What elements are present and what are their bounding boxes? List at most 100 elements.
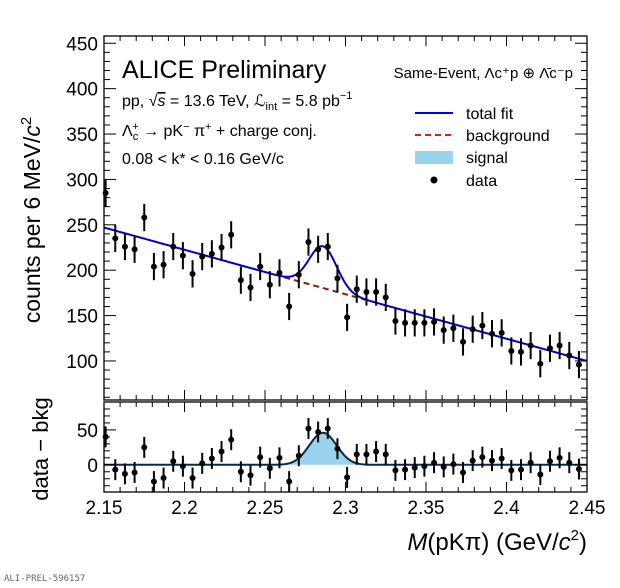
residual-point — [334, 445, 341, 452]
residual-point — [112, 466, 119, 473]
y-axis-label: counts per 6 MeV/c2 — [18, 117, 45, 324]
data-point — [537, 360, 544, 367]
residual-point — [469, 457, 476, 464]
y-tick-label: 100 — [66, 352, 98, 373]
data-point — [489, 330, 496, 337]
residual-point — [141, 444, 148, 451]
residual-point — [392, 467, 399, 474]
y-tick-label: 350 — [66, 125, 98, 146]
data-point — [353, 286, 360, 293]
residual-point — [257, 454, 264, 461]
data-point — [315, 246, 322, 253]
x-tick-label: 2.45 — [569, 498, 606, 519]
lower-y-tick-label: 0 — [87, 456, 98, 477]
residual-point — [411, 464, 418, 471]
data-point — [218, 244, 225, 251]
data-point — [170, 243, 177, 250]
y-tick-label: 450 — [66, 34, 98, 55]
data-point — [199, 253, 206, 260]
residual-point — [266, 465, 273, 472]
data-point — [247, 284, 254, 291]
data-point — [498, 329, 505, 336]
data-point — [131, 246, 138, 253]
residual-point — [247, 472, 254, 479]
data-point — [460, 338, 467, 345]
y-tick-label: 400 — [66, 80, 98, 101]
residual-point — [276, 454, 283, 461]
decay-annotation: Λc+ → pK− π+ + charge conj. — [122, 121, 317, 143]
data-point — [508, 347, 515, 354]
data-point — [556, 342, 563, 349]
data-point — [431, 318, 438, 325]
residual-point — [537, 471, 544, 478]
y-tick-label: 150 — [66, 307, 98, 328]
residual-point — [286, 478, 293, 485]
data-point — [411, 319, 418, 326]
x-tick-label: 2.3 — [332, 498, 358, 519]
residual-point — [489, 457, 496, 464]
legend-background-label: background — [466, 128, 550, 145]
x-tick-label: 2.2 — [171, 498, 197, 519]
data-point — [295, 271, 302, 278]
data-point — [402, 319, 409, 326]
y-tick-label: 300 — [66, 170, 98, 191]
legend-data-label: data — [466, 173, 497, 190]
data-point — [141, 214, 148, 221]
alice-preliminary-title: ALICE Preliminary — [122, 56, 327, 84]
data-point — [286, 303, 293, 310]
data-point — [450, 325, 457, 332]
data-point — [527, 342, 534, 349]
kstar-annotation: 0.08 < k* < 0.16 GeV/c — [122, 151, 284, 168]
lower-y-tick-label: 50 — [77, 421, 98, 442]
residual-point — [402, 466, 409, 473]
residual-point — [170, 458, 177, 465]
residual-point — [131, 469, 138, 476]
figure-id: ALI-PREL-596157 — [4, 574, 86, 584]
residual-point — [324, 425, 331, 432]
data-point — [344, 314, 351, 321]
residual-point — [508, 467, 515, 474]
residual-point — [575, 465, 582, 472]
residual-point — [353, 451, 360, 458]
energy-annotation: pp, √s = 13.6 TeV, ℒint = 5.8 pb−1 — [122, 90, 352, 113]
residual-point — [498, 455, 505, 462]
residual-point — [421, 463, 428, 470]
data-point — [373, 288, 380, 295]
residual-point — [382, 451, 389, 458]
data-point — [469, 326, 476, 333]
data-point — [179, 252, 186, 259]
residual-point — [305, 425, 312, 432]
data-point — [546, 345, 553, 352]
residual-point — [150, 478, 157, 485]
total-fit-curve — [103, 226, 588, 362]
data-point — [575, 361, 582, 368]
data-point — [382, 294, 389, 301]
residual-point — [228, 436, 235, 443]
residual-point — [199, 460, 206, 467]
data-point — [421, 319, 428, 326]
legend-data-marker — [430, 176, 438, 184]
data-point — [112, 235, 119, 242]
residual-point — [450, 461, 457, 468]
residual-point — [218, 448, 225, 455]
data-point — [160, 261, 167, 268]
data-point — [440, 327, 447, 334]
residual-point — [295, 452, 302, 459]
residual-point — [566, 459, 573, 466]
residual-point — [546, 458, 553, 465]
residual-point — [431, 459, 438, 466]
signal-fill — [104, 432, 587, 465]
residual-point — [237, 468, 244, 475]
data-point — [266, 281, 273, 288]
data-point — [324, 243, 331, 250]
data-point — [566, 352, 573, 359]
data-point — [392, 318, 399, 325]
data-point — [276, 269, 283, 276]
legend-signal-label: signal — [466, 150, 508, 167]
x-tick-label: 2.35 — [408, 498, 445, 519]
data-point — [305, 239, 312, 246]
x-tick-label: 2.15 — [86, 498, 123, 519]
residual-point — [479, 454, 486, 461]
y-tick-label: 250 — [66, 216, 98, 237]
